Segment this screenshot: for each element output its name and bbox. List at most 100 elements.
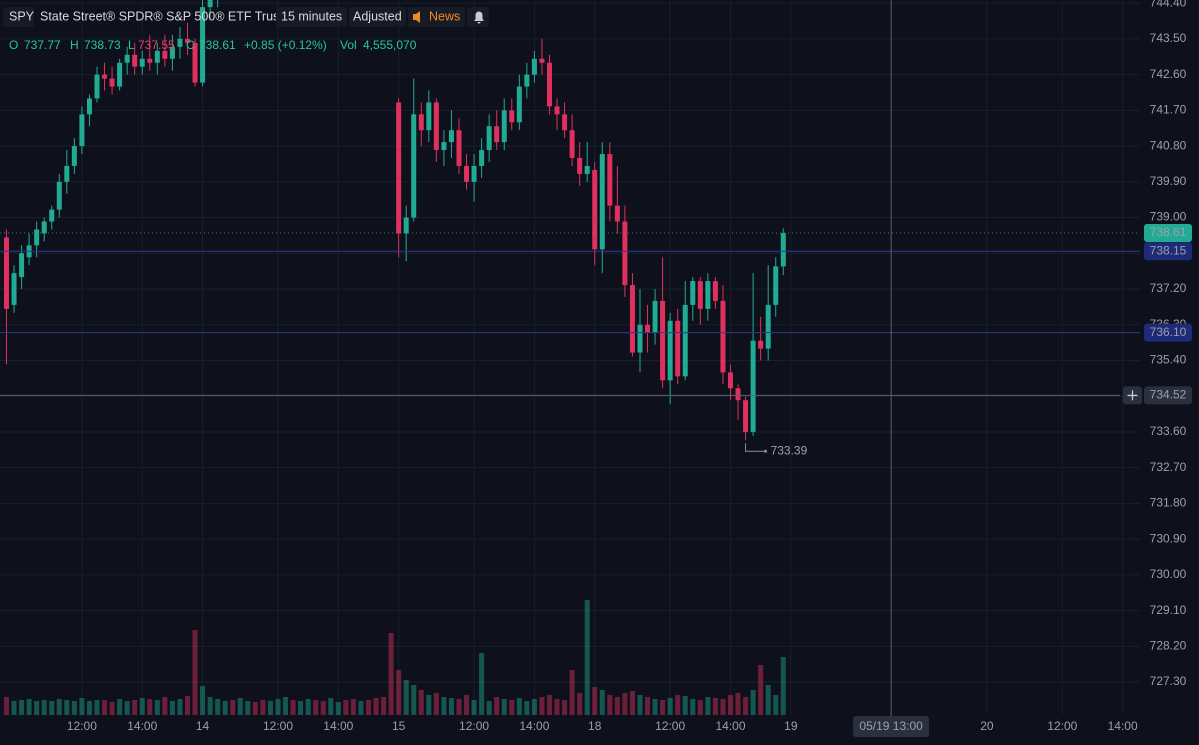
volume-bar [139, 698, 145, 715]
candle-body [184, 38, 190, 43]
x-tick-label: 14:00 [323, 719, 353, 733]
candle-body [456, 130, 462, 166]
news-box[interactable] [408, 7, 465, 27]
volume-bar [3, 697, 9, 715]
legend-value: 737.77 [24, 38, 61, 52]
volume-bar [569, 670, 575, 715]
candle-body [645, 324, 651, 333]
y-tick-label: 741.70 [1150, 103, 1187, 117]
candle-body [720, 300, 726, 373]
volume-bar [773, 695, 779, 715]
volume-bar [350, 699, 356, 715]
last-price-label: 738.61 [1150, 225, 1187, 239]
legend-key: O [9, 38, 18, 52]
crosshair-time: 05/19 13:00 [859, 719, 923, 733]
candle-body [501, 110, 507, 143]
candle-body [396, 102, 402, 234]
candle-body [102, 74, 108, 79]
y-tick-label: 729.10 [1150, 603, 1187, 617]
volume-bar [56, 699, 62, 715]
volume-bar [365, 700, 371, 715]
candle-body [486, 126, 492, 151]
volume-bar [109, 702, 115, 715]
candle-body [539, 58, 545, 63]
volume-bar [441, 697, 447, 715]
volume-bar [599, 690, 605, 715]
alert-icon[interactable] [474, 11, 484, 24]
candle-body [773, 266, 779, 305]
volume-bar [765, 685, 771, 715]
interval[interactable]: 15 minutes [281, 9, 342, 23]
volume-bar [524, 701, 530, 715]
volume-bar [358, 701, 364, 715]
level-label: 736.10 [1150, 325, 1187, 339]
candle-body [109, 78, 115, 87]
adjustment[interactable]: Adjusted [353, 9, 402, 23]
volume-bar [675, 695, 681, 715]
candle-body [41, 221, 47, 234]
candle-body [448, 130, 454, 143]
volume-bar [750, 690, 756, 715]
legend-key: H [70, 38, 79, 52]
low-label: 733.39 [771, 443, 808, 457]
volume-bar [629, 691, 635, 715]
candle-body [667, 320, 673, 381]
volume-bar [169, 701, 175, 715]
candle-body [584, 165, 590, 174]
candle-body [660, 300, 666, 381]
y-tick-label: 743.50 [1150, 31, 1187, 45]
volume-bar [298, 701, 304, 715]
symbol-box[interactable] [3, 7, 34, 27]
candle-body [494, 126, 500, 143]
candle-body [750, 340, 756, 432]
candle-body [200, 7, 206, 83]
volume-bar [705, 697, 711, 715]
volume-bar [124, 701, 130, 715]
candle-body [418, 114, 424, 131]
x-tick-label: 14:00 [127, 719, 157, 733]
candle-body [207, 0, 213, 8]
volume-bar [237, 698, 243, 715]
volume-bar [501, 699, 507, 715]
volume-bar [660, 700, 666, 715]
volume-bar [471, 700, 477, 715]
volume-bar [192, 630, 198, 715]
volume-bar [712, 698, 718, 715]
candle-body [697, 281, 703, 309]
candle-body [509, 110, 515, 123]
volume-bar [11, 701, 17, 715]
candle-body [727, 372, 733, 389]
news[interactable]: News [429, 9, 460, 23]
level-label: 738.15 [1150, 243, 1187, 257]
volume-bar [652, 699, 658, 715]
y-tick-label: 739.90 [1150, 174, 1187, 188]
x-tick-label: 14:00 [715, 719, 745, 733]
volume-bar [720, 699, 726, 715]
candle-body [64, 165, 70, 182]
y-tick-label: 737.20 [1150, 281, 1187, 295]
volume-bar [49, 701, 55, 715]
candle-body [3, 237, 9, 309]
volume-bar [102, 700, 108, 715]
volume-bar [94, 700, 100, 715]
candle-body [531, 58, 537, 75]
volume-bar [780, 657, 786, 715]
volume-bar [34, 701, 40, 715]
interval-box[interactable] [276, 7, 347, 27]
candle-body [34, 229, 40, 246]
volume-bar [690, 699, 696, 715]
last-price-box [1144, 224, 1192, 243]
x-tick-label: 18 [588, 719, 602, 733]
news-icon[interactable] [413, 11, 420, 23]
candle-body [411, 114, 417, 218]
volume-bar [290, 700, 296, 715]
candle-body [516, 86, 522, 123]
crosshair-time-box [853, 716, 930, 737]
candle-body [441, 142, 447, 151]
candle-body [554, 106, 560, 115]
symbol[interactable]: SPY [9, 9, 35, 23]
adjust-box[interactable] [349, 7, 406, 27]
volume-bar [682, 696, 688, 715]
candle-body [780, 233, 786, 267]
volume-bar [215, 699, 221, 715]
